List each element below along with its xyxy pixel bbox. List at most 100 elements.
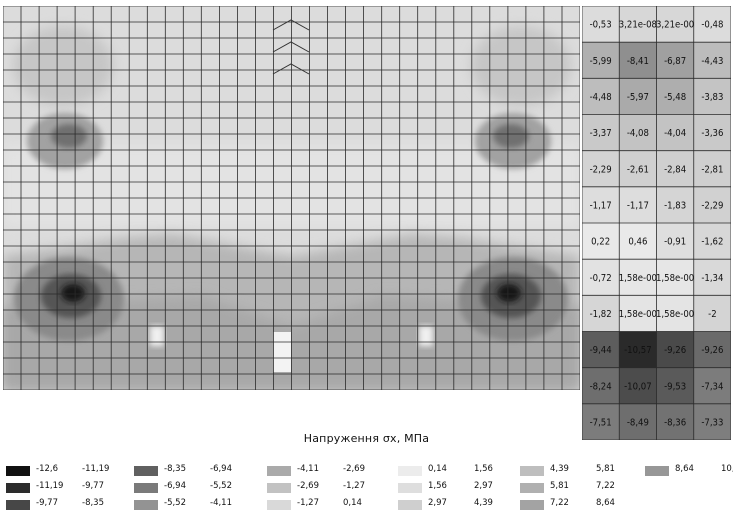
legend-range-from: 5,81 — [550, 481, 569, 491]
legend-range-to: 1,56 — [474, 464, 493, 474]
table-cell-bg — [582, 186, 620, 223]
table-cell-value: 3,21e-08 — [619, 20, 657, 31]
table-cell-bg — [656, 223, 694, 260]
legend-swatch — [645, 466, 669, 476]
legend-range-from: -5,52 — [164, 498, 186, 508]
table-cell-value: 0,22 — [591, 237, 610, 248]
table-cell-bg — [582, 223, 620, 260]
mesh-grid — [3, 6, 580, 390]
legend-range-from: -1,27 — [297, 498, 319, 508]
table-cell-value: 1,58e-00 — [656, 273, 694, 284]
table-cell-value: -5,97 — [627, 92, 649, 103]
stress-contour-plot — [3, 6, 580, 390]
legend-range-from: -11,19 — [36, 481, 64, 491]
legend-range-from: -6,94 — [164, 481, 186, 491]
table-cell-bg — [693, 367, 731, 404]
table-cell-bg — [619, 331, 657, 368]
table-cell-bg — [656, 367, 694, 404]
table-cell-value: -4,43 — [701, 56, 723, 67]
table-cell-bg — [582, 403, 620, 440]
table-cell-bg — [693, 259, 731, 296]
table-cell-value: 3,21e-00 — [656, 20, 694, 31]
table-cell-value: -7,33 — [701, 417, 723, 428]
table-cell-bg — [693, 114, 731, 151]
table-cell-value: -5,99 — [590, 56, 612, 67]
legend-range-from: -2,69 — [297, 481, 319, 491]
table-cell-bg — [693, 78, 731, 115]
legend-range-to: -11,19 — [82, 464, 110, 474]
legend-swatch — [267, 466, 291, 476]
table-cell-bg — [693, 6, 731, 43]
table-cell-bg — [619, 367, 657, 404]
table-cell-value: 1,58e-00 — [619, 309, 657, 320]
table-cell-value: -2,29 — [701, 200, 723, 211]
table-cell-bg — [619, 295, 657, 332]
legend-range-to: -8,35 — [82, 498, 104, 508]
table-cell-bg — [693, 295, 731, 332]
legend-range-from: 4,39 — [550, 464, 569, 474]
table-cell-bg — [656, 150, 694, 187]
table-cell-bg — [656, 259, 694, 296]
legend-range-to: -2,69 — [343, 464, 365, 474]
legend-range-from: 0,14 — [428, 464, 447, 474]
color-legend: -12,6 -11,19 -11,19 -9,77 -9,77 -8,35 -8,35 -6,… — [0, 460, 733, 512]
legend-range-to: -9,77 — [82, 481, 104, 491]
table-cell-value: 1,58e-00 — [619, 273, 657, 284]
legend-range-to: 0,14 — [343, 498, 362, 508]
table-cell-value: -9,44 — [590, 345, 612, 356]
legend-swatch — [134, 483, 158, 493]
legend-swatch — [520, 483, 544, 493]
table-cell-bg — [656, 114, 694, 151]
table-cell-bg — [619, 78, 657, 115]
table-cell-value: -4,04 — [664, 128, 686, 139]
legend-range-to: 4,39 — [474, 498, 493, 508]
table-cell-bg — [619, 6, 657, 43]
table-cell-bg — [619, 259, 657, 296]
table-cell-value: -10,57 — [624, 345, 652, 356]
table-cell-bg — [693, 223, 731, 260]
table-cell-value: -1,83 — [664, 200, 686, 211]
table-cell-value: -0,53 — [590, 20, 612, 31]
legend-range-to: -1,27 — [343, 481, 365, 491]
legend-range-from: 8,64 — [675, 464, 694, 474]
table-cell-bg — [582, 367, 620, 404]
table-cell-bg — [619, 403, 657, 440]
legend-range-from: -12,6 — [36, 464, 58, 474]
table-cell-bg — [582, 295, 620, 332]
table-cell-bg — [693, 150, 731, 187]
table-cell-value: -9,26 — [701, 345, 723, 356]
legend-range-to: 5,81 — [596, 464, 615, 474]
legend-range-to: -4,11 — [210, 498, 232, 508]
legend-swatch — [267, 500, 291, 510]
table-cell-value: -4,48 — [590, 92, 612, 103]
table-cell-bg — [582, 78, 620, 115]
table-cell-bg — [693, 331, 731, 368]
table-cell-value: 1,58e-00 — [656, 309, 694, 320]
legend-range-from: -9,77 — [36, 498, 58, 508]
table-cell-value: -1,17 — [627, 200, 649, 211]
table-cell-value: -3,36 — [701, 128, 723, 139]
table-cell-bg — [619, 114, 657, 151]
table-cell-bg — [582, 114, 620, 151]
table-cell-value: -10,07 — [624, 381, 652, 392]
table-cell-bg — [693, 403, 731, 440]
table-cell-bg — [619, 150, 657, 187]
table-cell-value: -2,61 — [627, 164, 649, 175]
table-cell-value: -2,84 — [664, 164, 686, 175]
table-cell-value: -2,29 — [590, 164, 612, 175]
legend-range-to: 7,22 — [596, 481, 615, 491]
legend-range-from: -8,35 — [164, 464, 186, 474]
table-cell-value: -8,36 — [664, 417, 686, 428]
legend-swatch — [520, 500, 544, 510]
table-cell-bg — [693, 186, 731, 223]
table-cell-value: -2,81 — [701, 164, 723, 175]
legend-range-from: 2,97 — [428, 498, 447, 508]
legend-range-from: 7,22 — [550, 498, 569, 508]
legend-range-to: 8,64 — [596, 498, 615, 508]
table-cell-bg — [693, 42, 731, 79]
legend-swatch — [6, 466, 30, 476]
legend-swatch — [398, 483, 422, 493]
table-cell-bg — [619, 42, 657, 79]
legend-range-to: 10,05 — [721, 464, 733, 474]
legend-swatch — [6, 483, 30, 493]
